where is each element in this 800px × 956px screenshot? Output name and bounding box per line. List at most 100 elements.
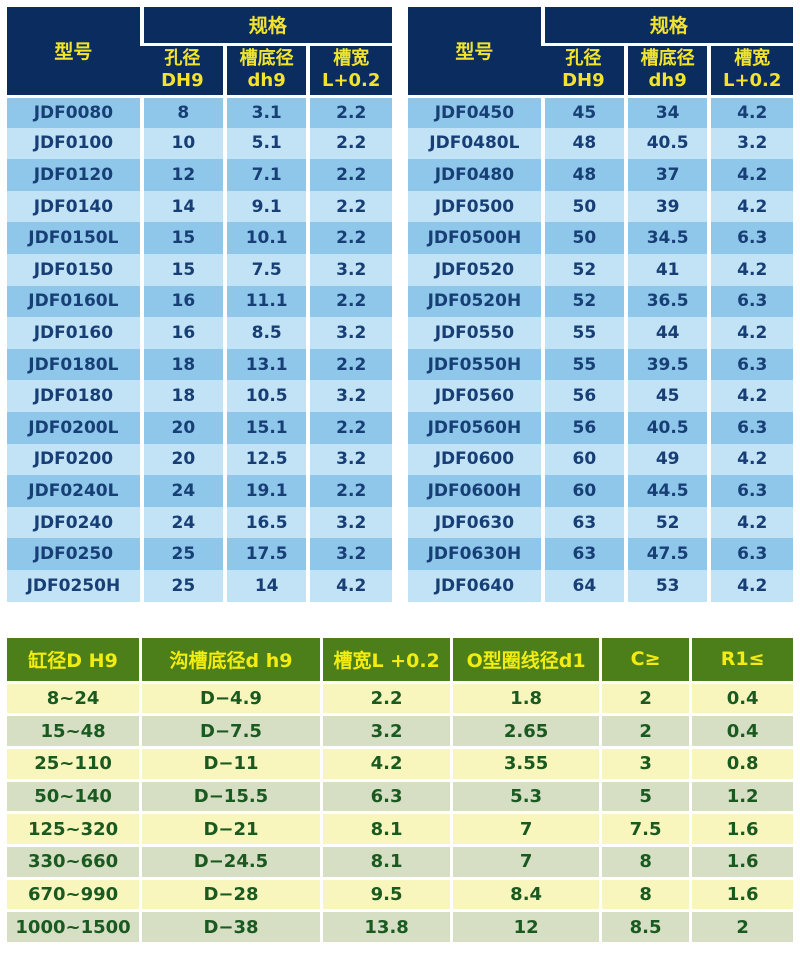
table-cell: 8.5 <box>222 317 309 349</box>
table-cell: 4.2 <box>306 569 392 602</box>
table-cell: JDF0150L <box>7 222 142 254</box>
table-cell: 25 <box>139 538 225 570</box>
table-cell: 60 <box>540 475 626 507</box>
table-cell: 4.2 <box>707 96 793 128</box>
table-cell: JDF0160 <box>7 317 142 349</box>
table-cell: 6.3 <box>707 348 793 381</box>
table-cell: 45 <box>540 96 626 128</box>
table-cell: 25~110 <box>7 745 143 782</box>
table-cell: 52 <box>623 506 710 539</box>
column-header-groove-width: 槽宽 L+0.2 <box>707 44 793 98</box>
table-row: JDF0150L 15 10.1 2.2 <box>7 222 392 254</box>
model-spec-table-left-wrap: 型号 规格 孔径 DH9 槽底径 dh9 槽宽 L+0.2 JDF0080 8 3.… <box>7 7 392 602</box>
table-cell: 3.2 <box>306 317 392 349</box>
model-spec-table-left: 型号 规格 孔径 DH9 槽底径 dh9 槽宽 L+0.2 JDF0080 8 3.… <box>7 7 392 602</box>
table-cell: 6.3 <box>707 538 793 570</box>
table-cell: 3.2 <box>306 538 392 570</box>
table-cell: 17.5 <box>222 538 309 570</box>
table-cell: 10 <box>139 127 225 160</box>
table-cell: 45 <box>623 380 710 412</box>
table-cell: 1.6 <box>689 876 793 913</box>
table-cell: 20 <box>139 443 225 476</box>
table-row: JDF0520H 52 36.5 6.3 <box>408 285 793 318</box>
table-cell: 44 <box>623 317 710 349</box>
table-row: JDF0200L 20 15.1 2.2 <box>7 411 392 444</box>
table-cell: JDF0140 <box>7 190 142 223</box>
table-cell: 1000~1500 <box>7 909 143 945</box>
table-cell: 0.8 <box>689 745 793 782</box>
table-cell: 3.2 <box>306 443 392 476</box>
column-header-oring-wire-dia: O型圈线径d1 <box>450 634 602 684</box>
table-row: JDF0250 25 17.5 3.2 <box>7 538 392 570</box>
table-cell: JDF0180L <box>7 348 142 381</box>
table-cell: 2.2 <box>306 190 392 223</box>
table-cell: JDF0180 <box>7 380 142 412</box>
table-cell: 40.5 <box>623 127 710 160</box>
table-cell: 55 <box>540 348 626 381</box>
table-cell: D−24.5 <box>139 843 323 880</box>
table-cell: 4.2 <box>707 506 793 539</box>
table-cell: JDF0080 <box>7 96 142 128</box>
table-cell: 34.5 <box>623 222 710 254</box>
table-cell: 19.1 <box>222 475 309 507</box>
table-cell: 125~320 <box>7 811 143 847</box>
table-cell: 7.1 <box>222 159 309 191</box>
table-cell: 12.5 <box>222 443 309 476</box>
table-cell: D−11 <box>139 745 323 782</box>
table-row: JDF0500 50 39 4.2 <box>408 190 793 223</box>
column-header-groove-bottom-dia: 沟槽底径d h9 <box>139 634 323 684</box>
table-cell: 9.5 <box>319 876 454 913</box>
table-row: JDF0600 60 49 4.2 <box>408 443 793 476</box>
table-cell: 37 <box>623 159 710 191</box>
table-cell: JDF0630 <box>408 506 543 539</box>
table-row: 15~48 D−7.5 3.2 2.65 2 0.4 <box>7 713 793 749</box>
table-cell: 4.2 <box>707 380 793 412</box>
table-row: JDF0480 48 37 4.2 <box>408 159 793 191</box>
model-spec-table-left-body: JDF0080 8 3.1 2.2 JDF0100 10 5.1 2.2 JDF0120 12 7.… <box>7 96 392 602</box>
table-cell: JDF0480L <box>408 127 543 160</box>
table-cell: JDF0240 <box>7 506 142 539</box>
table-cell: D−7.5 <box>139 713 323 749</box>
table-cell: 1.8 <box>450 680 602 717</box>
table-row: JDF0480L 48 40.5 3.2 <box>408 127 793 160</box>
table-cell: 4.2 <box>319 745 454 782</box>
table-cell: 330~660 <box>7 843 143 880</box>
table-cell: JDF0600H <box>408 475 543 507</box>
table-cell: 16 <box>139 285 225 318</box>
table-cell: JDF0500H <box>408 222 543 254</box>
table-cell: 5.3 <box>450 778 602 815</box>
table-cell: 10.1 <box>222 222 309 254</box>
table-cell: JDF0630H <box>408 538 543 570</box>
table-cell: 63 <box>540 506 626 539</box>
table-row: 8~24 D−4.9 2.2 1.8 2 0.4 <box>7 680 793 717</box>
table-row: JDF0550 55 44 4.2 <box>408 317 793 349</box>
table-cell: JDF0550H <box>408 348 543 381</box>
table-row: JDF0080 8 3.1 2.2 <box>7 96 392 128</box>
table-row: JDF0550H 55 39.5 6.3 <box>408 348 793 381</box>
table-cell: 20 <box>139 411 225 444</box>
table-cell: 7 <box>450 843 602 880</box>
table-row: JDF0180 18 10.5 3.2 <box>7 380 392 412</box>
table-cell: 49 <box>623 443 710 476</box>
table-cell: 15 <box>139 253 225 286</box>
table-cell: 50 <box>540 190 626 223</box>
column-header-bore-dh9: 孔径 DH9 <box>141 44 225 98</box>
table-cell: JDF0640 <box>408 569 543 602</box>
table-cell: JDF0500 <box>408 190 543 223</box>
table-cell: 18 <box>139 380 225 412</box>
table-cell: 7.5 <box>598 811 693 847</box>
table-cell: 2 <box>598 680 693 717</box>
table-cell: 15 <box>139 222 225 254</box>
table-cell: D−4.9 <box>139 680 323 717</box>
table-row: JDF0520 52 41 4.2 <box>408 253 793 286</box>
table-cell: 5.1 <box>222 127 309 160</box>
table-cell: 24 <box>139 475 225 507</box>
table-cell: 3.2 <box>306 253 392 286</box>
table-cell: 13.1 <box>222 348 309 381</box>
table-cell: 41 <box>623 253 710 286</box>
table-cell: 16.5 <box>222 506 309 539</box>
column-header-model: 型号 <box>408 7 543 98</box>
table-cell: JDF0200L <box>7 411 142 444</box>
table-cell: 40.5 <box>623 411 710 444</box>
